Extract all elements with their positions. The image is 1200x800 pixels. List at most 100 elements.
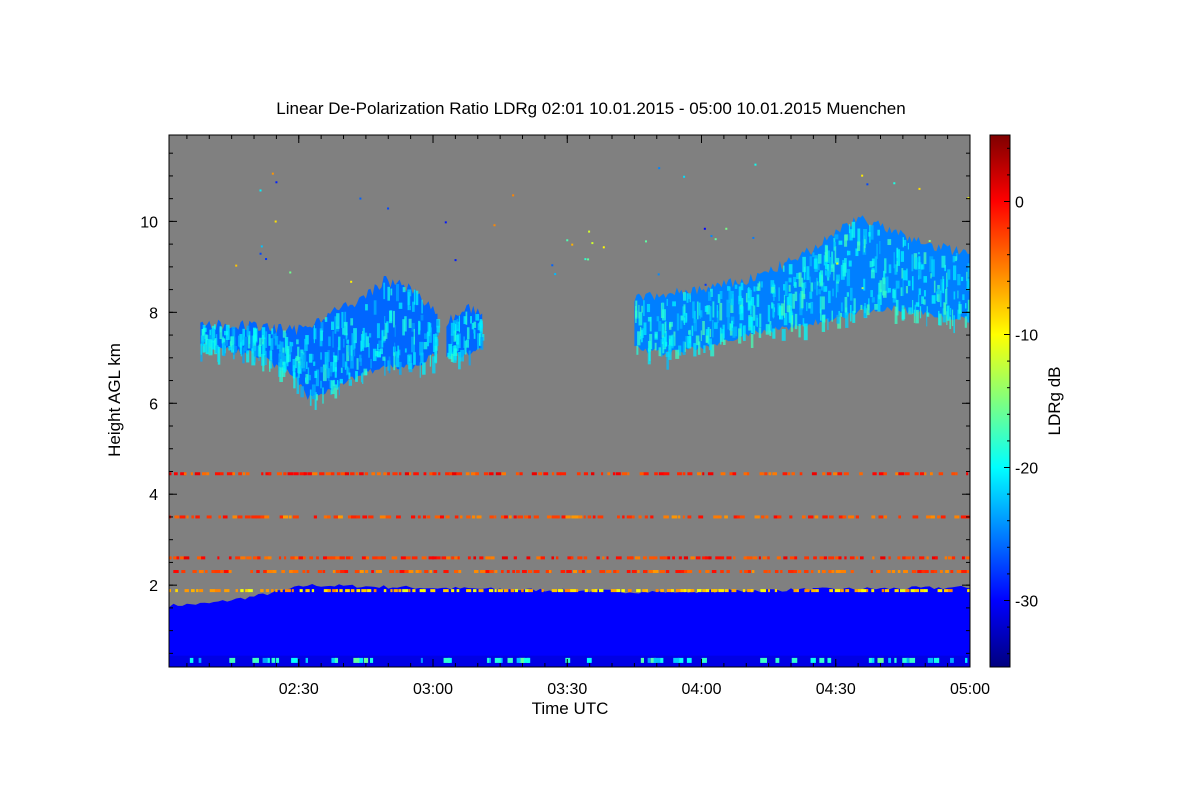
surface-speckle <box>276 657 280 663</box>
noise-line-pixel <box>238 472 242 476</box>
colorbar-tick-label: -10 <box>1015 328 1038 345</box>
noise-line-pixel <box>485 570 491 574</box>
noise-line-pixel <box>340 570 345 574</box>
noise-line-pixel <box>173 556 178 560</box>
noise-line-pixel <box>705 556 710 560</box>
surface-speckle <box>894 657 897 663</box>
cirrus-texture <box>825 245 829 262</box>
cirrus-texture <box>868 298 870 311</box>
noise-line-pixel <box>466 515 471 519</box>
noise-line-pixel <box>417 515 421 519</box>
noise-line-pixel <box>743 472 749 476</box>
cirrus-texture <box>833 241 836 247</box>
cirrus-texture <box>279 349 283 357</box>
noise-line-pixel <box>473 589 477 593</box>
noise-line-pixel <box>475 472 479 476</box>
cirrus-texture <box>691 325 694 336</box>
cirrus-texture <box>834 246 837 264</box>
noise-line-pixel <box>524 515 530 519</box>
noise-line-pixel <box>883 515 888 519</box>
cirrus-texture <box>390 288 393 296</box>
noise-line-pixel <box>294 556 299 560</box>
cirrus-texture <box>675 349 680 359</box>
cirrus-texture <box>679 315 683 329</box>
cirrus-texture <box>664 341 667 347</box>
noise-line-pixel <box>606 556 609 560</box>
cirrus-texture <box>663 341 665 349</box>
cirrus-texture <box>637 331 641 346</box>
noise-line-pixel <box>264 556 269 560</box>
noise-line-pixel <box>433 570 438 574</box>
noise-line-pixel <box>255 515 261 519</box>
noise-line-pixel <box>571 515 576 519</box>
noise-line-pixel <box>228 570 232 574</box>
noise-line-pixel <box>175 589 178 593</box>
cirrus-texture <box>716 304 718 318</box>
noise-line-pixel <box>256 570 260 574</box>
noise-line-pixel <box>729 472 733 476</box>
cirrus-texture <box>936 291 938 301</box>
noise-line-pixel <box>926 556 929 560</box>
cirrus-texture <box>902 237 904 248</box>
cirrus-texture <box>941 255 946 268</box>
cirrus-texture <box>672 301 676 307</box>
cirrus-texture <box>824 270 827 276</box>
cirrus-texture <box>957 290 959 299</box>
cirrus-texture <box>788 277 792 283</box>
noise-line-pixel <box>570 556 574 560</box>
noise-line-pixel <box>411 556 418 560</box>
cirrus-texture <box>360 334 365 351</box>
surface-speckle <box>353 657 360 663</box>
noise-line-pixel <box>743 556 750 560</box>
noise-line-pixel <box>278 556 282 560</box>
cirrus-texture <box>900 287 903 297</box>
cirrus-texture <box>802 256 806 273</box>
noise-line-pixel <box>478 589 484 593</box>
noise-line-pixel <box>367 589 372 593</box>
cirrus-texture <box>750 333 754 348</box>
cirrus-texture <box>268 333 271 346</box>
cirrus-texture <box>426 331 430 347</box>
noise-line-pixel <box>489 570 494 574</box>
noise-line-pixel <box>390 589 393 593</box>
noise-line-pixel <box>428 556 435 560</box>
noise-line-pixel <box>280 589 283 593</box>
cirrus-texture <box>964 316 967 328</box>
cirrus-texture <box>739 306 744 321</box>
noise-line-pixel <box>763 570 768 574</box>
noise-line-pixel <box>354 570 360 574</box>
cirrus-texture <box>676 313 680 331</box>
surface-speckle <box>523 657 531 663</box>
cirrus-texture <box>658 347 661 357</box>
noise-line-pixel <box>616 589 621 593</box>
noise-line-pixel <box>887 570 891 574</box>
scatter-pixel <box>444 221 447 224</box>
noise-line-pixel <box>744 570 749 574</box>
cirrus-texture <box>259 337 262 347</box>
noise-line-pixel <box>622 515 625 519</box>
noise-line-pixel <box>917 570 923 574</box>
noise-line-pixel <box>389 570 395 574</box>
noise-line-pixel <box>240 556 246 560</box>
noise-line-pixel <box>921 570 927 574</box>
noise-line-pixel <box>951 472 956 476</box>
noise-line-pixel <box>838 556 842 560</box>
noise-line-pixel <box>733 556 736 560</box>
noise-line-pixel <box>574 515 580 519</box>
noise-line-pixel <box>935 556 938 560</box>
noise-line-pixel <box>206 472 210 476</box>
noise-line-pixel <box>924 472 927 476</box>
noise-line-pixel <box>454 556 460 560</box>
cirrus-texture <box>878 282 881 300</box>
surface-speckle <box>906 657 909 663</box>
cirrus-texture <box>305 377 307 383</box>
noise-line-pixel <box>446 556 451 560</box>
cirrus-texture <box>384 316 386 325</box>
cirrus-texture <box>424 333 428 339</box>
noise-line-pixel <box>799 472 803 476</box>
surface-speckle <box>819 657 825 663</box>
noise-line-pixel <box>309 556 314 560</box>
cirrus-texture <box>836 275 839 293</box>
noise-line-pixel <box>565 515 571 519</box>
